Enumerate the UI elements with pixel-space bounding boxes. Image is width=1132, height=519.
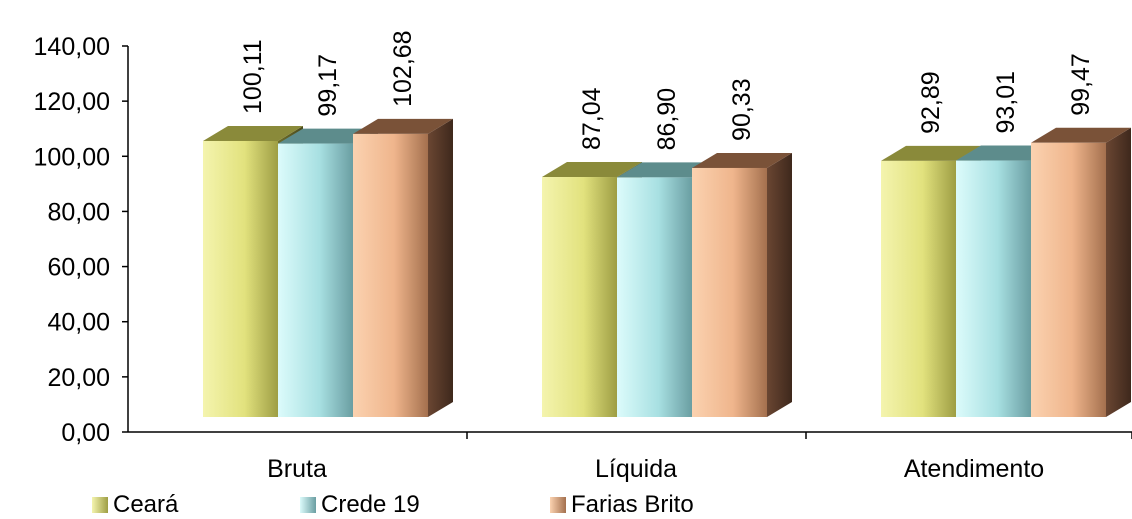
bar-front-face xyxy=(542,177,617,417)
data-label: 90,33 xyxy=(728,78,756,141)
x-category-label: Bruta xyxy=(267,455,327,483)
y-tick-label: 40,00 xyxy=(47,309,110,337)
legend-item-crede-19: Crede 19 xyxy=(300,491,550,519)
bar-front-face xyxy=(1031,142,1106,417)
legend-item-ceara: Ceará xyxy=(92,491,300,519)
bar-side-face xyxy=(767,152,792,418)
y-tick-label: 80,00 xyxy=(47,198,110,226)
bar-top-face xyxy=(692,152,792,168)
legend-label-farias-brito: Farias Brito xyxy=(571,490,694,518)
bar xyxy=(1031,127,1131,417)
y-tick-label: 60,00 xyxy=(47,254,110,282)
legend-label-ceara: Ceará xyxy=(113,490,179,518)
bar-front-face xyxy=(203,140,278,417)
data-label: 86,90 xyxy=(653,88,681,151)
bar-top-face xyxy=(881,145,981,161)
bar-top-face xyxy=(353,118,453,134)
bar-front-face xyxy=(956,160,1031,417)
labels: 100,11 99,17 102,68 87,04 86,90 90,33 92,89 93,… xyxy=(239,30,1095,150)
y-tick-label: 20,00 xyxy=(47,364,110,392)
data-label: 99,47 xyxy=(1067,53,1095,116)
bar-top-face xyxy=(1031,127,1131,143)
bar xyxy=(353,118,453,417)
legend-item-farias-brito: Farias Brito xyxy=(550,491,694,519)
bar-top-face xyxy=(203,125,303,141)
bar-side-face xyxy=(428,118,453,417)
bar-front-face xyxy=(278,143,353,417)
data-label: 92,89 xyxy=(917,71,945,134)
bar-top-face xyxy=(542,162,642,178)
legend-swatch-crede-19 xyxy=(300,496,316,513)
y-tick-label: 140,00 xyxy=(34,33,110,61)
y-tick-label: 120,00 xyxy=(34,88,110,116)
y-tick-label: 0,00 xyxy=(61,419,110,447)
data-label: 93,01 xyxy=(992,71,1020,134)
legend-swatch-farias-brito xyxy=(550,496,566,513)
bar-front-face xyxy=(881,160,956,417)
axes: 0,00 20,00 40,00 60,00 80,00 100,00 120,00 140,… xyxy=(34,33,1132,483)
bar-side-face xyxy=(1106,127,1131,417)
bar-front-face xyxy=(353,133,428,417)
legend: Ceará Crede 19 Farias Brito xyxy=(92,490,694,519)
data-label: 99,17 xyxy=(314,54,342,117)
data-label: 100,11 xyxy=(239,39,267,114)
bars xyxy=(203,118,1131,418)
legend-swatch-ceara xyxy=(92,496,108,513)
data-label: 87,04 xyxy=(578,87,606,150)
bar-front-face xyxy=(692,167,767,417)
bar xyxy=(692,152,792,418)
x-category-label: Atendimento xyxy=(904,455,1044,483)
x-category-label: Líquida xyxy=(595,455,677,483)
data-label: 102,68 xyxy=(389,30,417,106)
legend-label-crede-19: Crede 19 xyxy=(321,490,420,518)
bar-front-face xyxy=(617,177,692,417)
y-tick-label: 100,00 xyxy=(34,143,110,171)
